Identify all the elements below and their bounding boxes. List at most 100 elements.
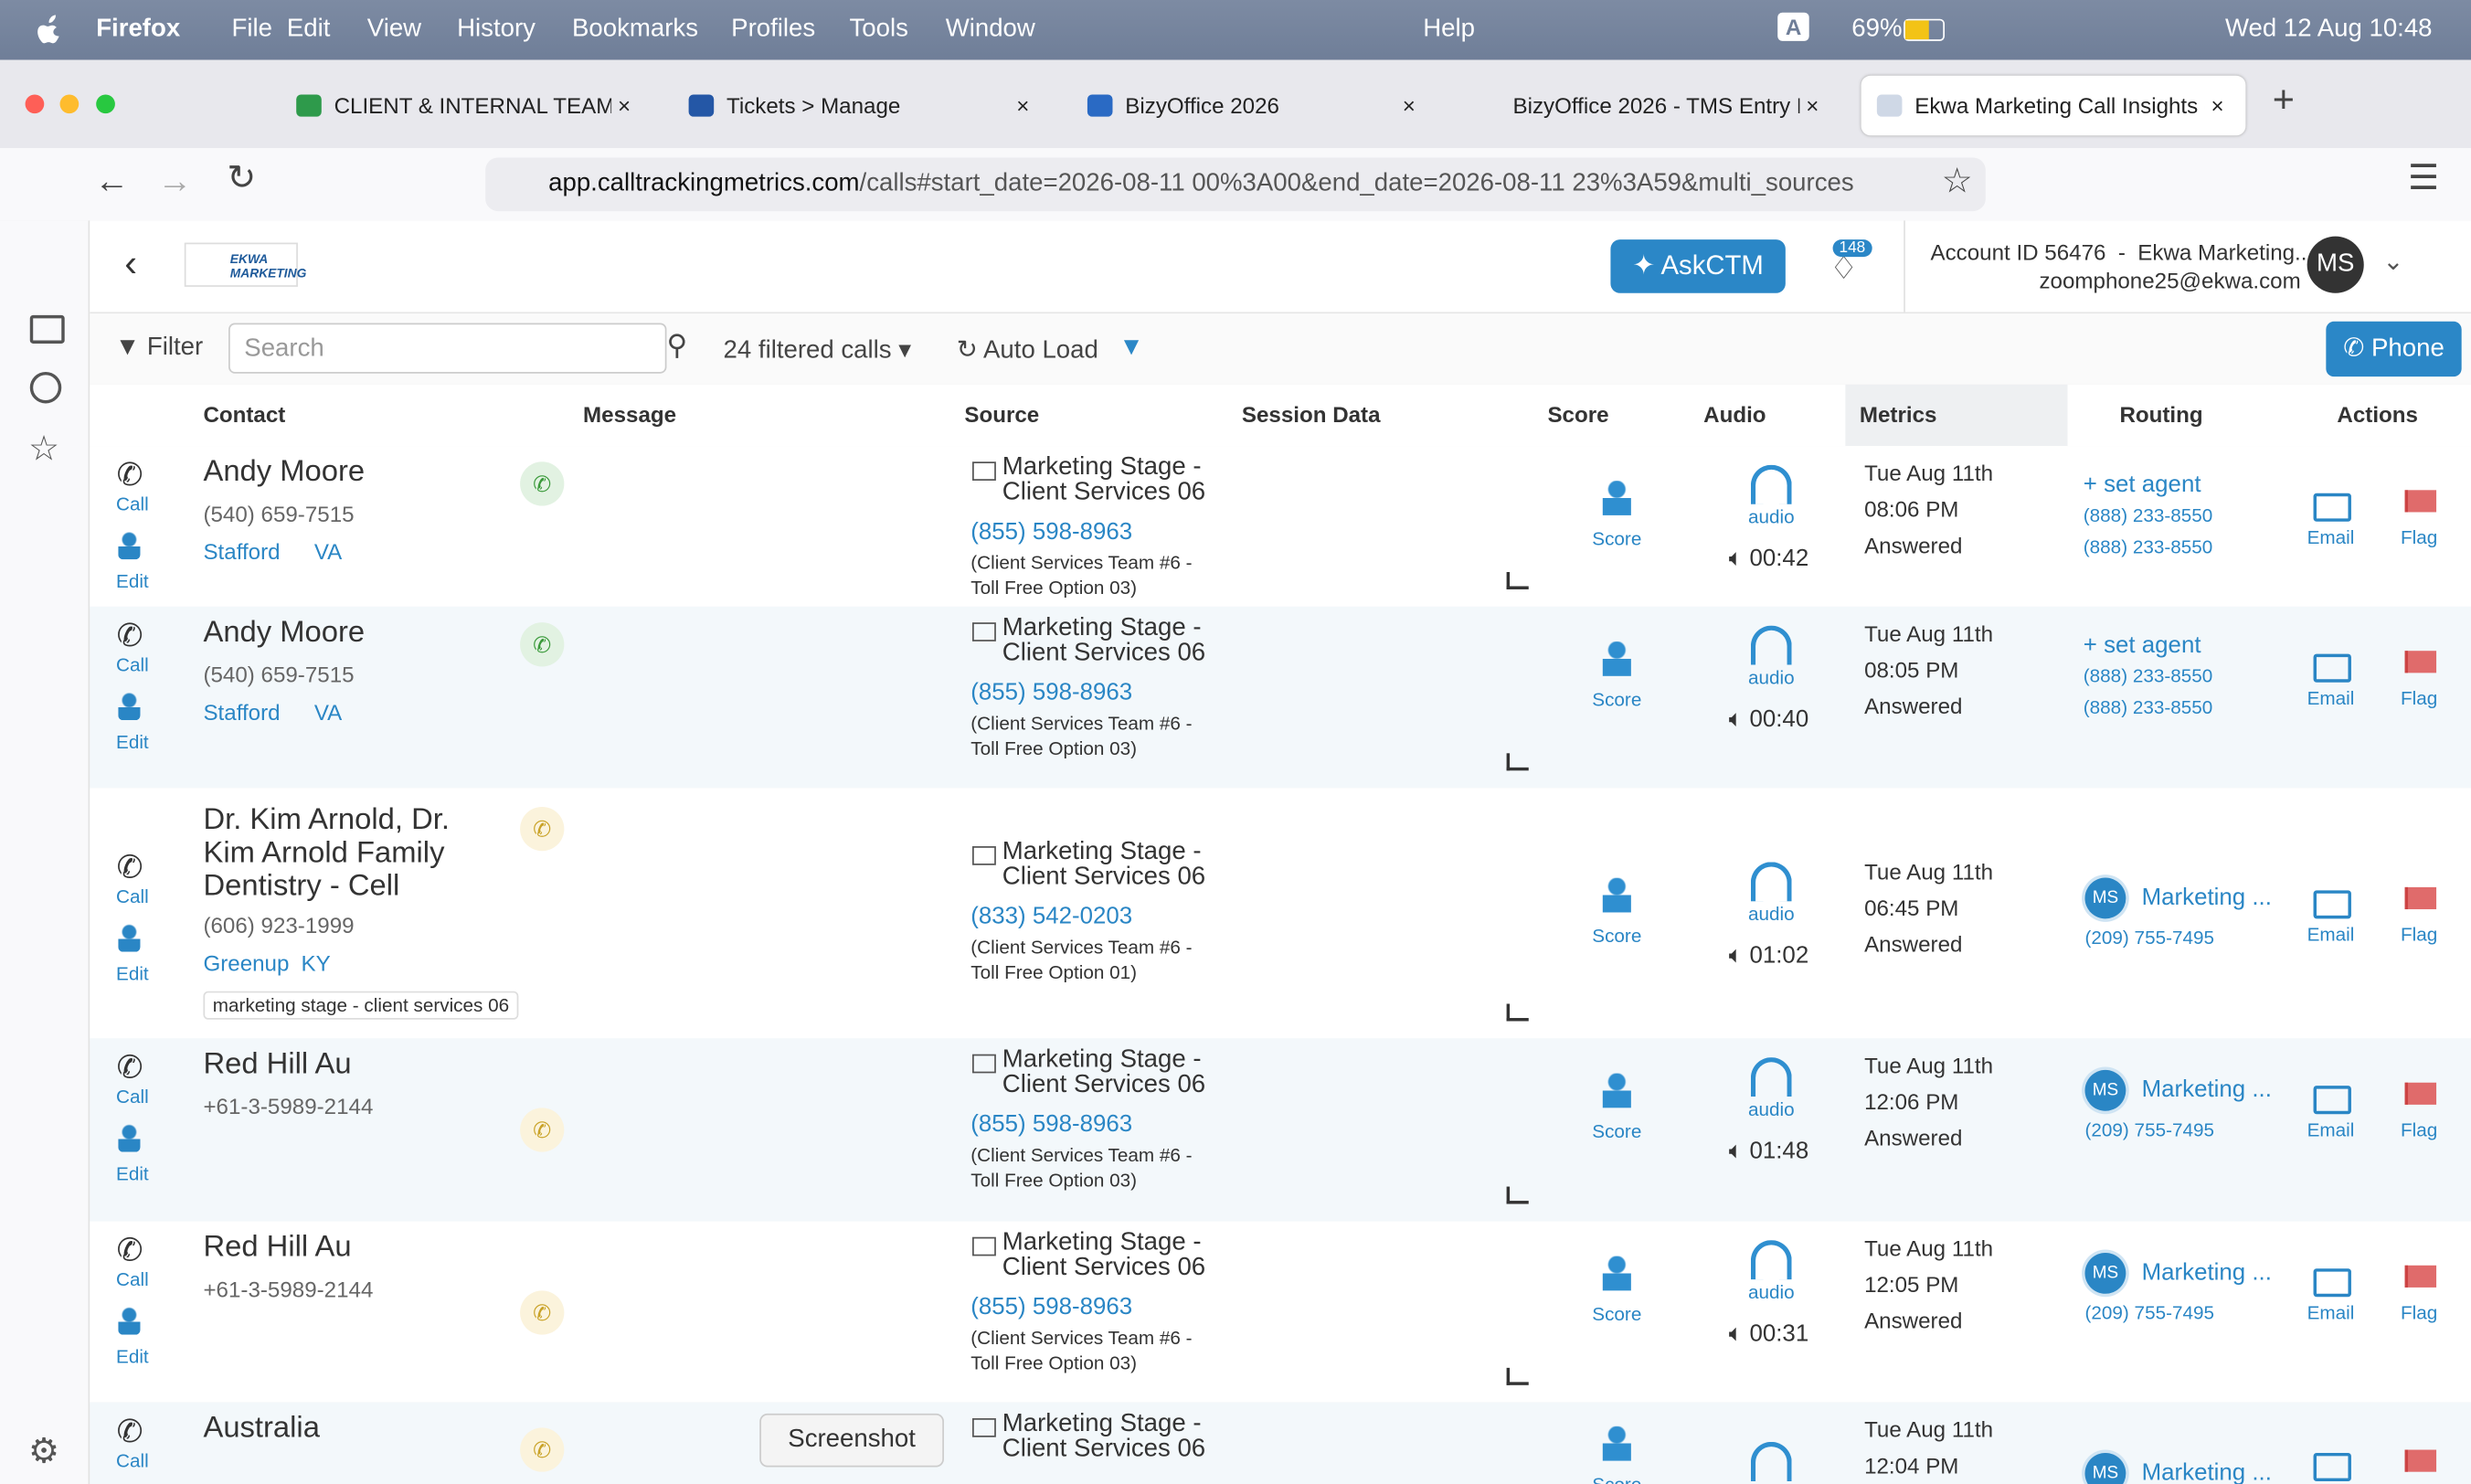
app-menu[interactable]: ☰: [2408, 157, 2440, 197]
bookmark-star[interactable]: ☆: [1941, 160, 1973, 201]
contact-city[interactable]: Greenup: [203, 949, 290, 976]
agent-avatar[interactable]: MS: [2084, 877, 2126, 919]
email-icon[interactable]: [2313, 1268, 2351, 1298]
menu-item[interactable]: Profiles: [731, 16, 816, 43]
search-icon[interactable]: ⚲: [666, 329, 688, 361]
session-chart[interactable]: [1506, 1003, 1529, 1022]
call-icon[interactable]: ✆: [116, 458, 143, 493]
tab[interactable]: BizyOffice 2026 ×: [1072, 76, 1437, 136]
routing-number[interactable]: (888) 233-8550: [2083, 696, 2213, 719]
menu-item[interactable]: File: [231, 16, 272, 43]
contact-state[interactable]: KY: [301, 949, 331, 976]
set-agent[interactable]: + set agent: [2083, 631, 2201, 659]
contact-name[interactable]: Red Hill Au: [203, 1230, 352, 1265]
tracking-number[interactable]: (833) 542-0203: [970, 903, 1133, 930]
audio-label[interactable]: audio: [1747, 903, 1795, 926]
contact-name[interactable]: Andy Moore: [203, 455, 366, 489]
source-name[interactable]: Marketing Stage - Client Services 06: [1002, 1046, 1206, 1098]
contact-name[interactable]: Dr. Kim Arnold, Dr. Kim Arnold Family De…: [203, 803, 450, 904]
flag-icon[interactable]: [2404, 651, 2437, 673]
source-name[interactable]: Marketing Stage - Client Services 06: [1002, 1410, 1206, 1463]
call-icon[interactable]: ✆: [116, 1415, 143, 1450]
audio-icon[interactable]: [1750, 862, 1792, 902]
flag-label[interactable]: Flag: [2400, 525, 2438, 549]
close-window[interactable]: [25, 94, 45, 114]
column-title[interactable]: Routing: [2119, 401, 2203, 428]
auto-load[interactable]: ↻ Auto Load: [956, 337, 1098, 365]
email-label[interactable]: Email: [2307, 1118, 2355, 1141]
audio-label[interactable]: audio: [1747, 666, 1795, 689]
edit-label[interactable]: Edit: [116, 570, 149, 593]
email-label[interactable]: Email: [2307, 923, 2355, 946]
score-icon[interactable]: [1602, 1426, 1631, 1461]
tracking-number[interactable]: (855) 598-8963: [970, 1110, 1133, 1139]
filter-button[interactable]: ▼ Filter: [114, 334, 204, 361]
agent-name[interactable]: Marketing ...: [2141, 884, 2272, 911]
call-icon[interactable]: ✆: [116, 851, 143, 886]
call-label[interactable]: Call: [116, 1268, 149, 1291]
tab[interactable]: Tickets > Manage ×: [673, 76, 1051, 136]
score-label[interactable]: Score: [1592, 527, 1642, 550]
agent-name[interactable]: Marketing ...: [2141, 1258, 2272, 1287]
back-arrow[interactable]: ‹: [124, 242, 138, 286]
score-label[interactable]: Score: [1592, 925, 1642, 948]
session-chart[interactable]: [1506, 1186, 1529, 1204]
menu-item[interactable]: History: [457, 16, 536, 43]
tab-close[interactable]: ×: [1402, 92, 1416, 119]
session-chart[interactable]: [1506, 1367, 1529, 1385]
source-name[interactable]: Marketing Stage - Client Services 06: [1002, 838, 1206, 891]
audio-icon[interactable]: [1750, 1240, 1792, 1280]
email-label[interactable]: Email: [2307, 686, 2355, 710]
source-name[interactable]: Marketing Stage - Client Services 06: [1002, 1229, 1206, 1282]
agent-avatar[interactable]: MS: [2084, 1069, 2126, 1111]
call-label[interactable]: Call: [116, 1086, 149, 1108]
menu-item[interactable]: Window: [945, 16, 1035, 43]
score-label[interactable]: Score: [1592, 1120, 1642, 1143]
edit-label[interactable]: Edit: [116, 1345, 149, 1368]
tab-close[interactable]: ×: [2211, 92, 2224, 119]
edit-icon[interactable]: [118, 1306, 141, 1335]
audio-label[interactable]: audio: [1747, 505, 1795, 528]
agent-number[interactable]: (209) 755-7495: [2084, 1118, 2215, 1141]
email-icon[interactable]: [2313, 890, 2351, 919]
contact-tag[interactable]: marketing stage - client services 06: [203, 991, 519, 1020]
tracking-number[interactable]: (855) 598-8963: [970, 679, 1133, 706]
audio-icon[interactable]: [1750, 464, 1792, 504]
flag-icon[interactable]: [2404, 1449, 2437, 1472]
phone-button[interactable]: ✆ Phone: [2326, 321, 2462, 377]
menu-item[interactable]: View: [366, 16, 422, 43]
score-label[interactable]: Score: [1592, 688, 1642, 711]
bell-icon[interactable]: ♢: [1829, 251, 1859, 287]
account-menu[interactable]: ⌄: [2382, 249, 2404, 276]
score-icon[interactable]: [1602, 641, 1631, 676]
audio-icon[interactable]: [1750, 625, 1792, 665]
email-label[interactable]: Email: [2307, 525, 2355, 549]
search-box[interactable]: Search: [228, 323, 667, 374]
agent-name[interactable]: Marketing ...: [2141, 1458, 2272, 1484]
history-icon[interactable]: [29, 371, 62, 404]
column-title[interactable]: Message: [583, 401, 677, 428]
agent-avatar[interactable]: MS: [2084, 1452, 2126, 1484]
call-label[interactable]: Call: [116, 493, 149, 515]
email-label[interactable]: Email: [2307, 1301, 2355, 1324]
audio-icon[interactable]: [1750, 1441, 1792, 1482]
column-title[interactable]: Contact: [203, 401, 286, 428]
edit-icon[interactable]: [118, 531, 141, 560]
routing-number[interactable]: (888) 233-8550: [2083, 664, 2213, 687]
flag-label[interactable]: Flag: [2400, 923, 2438, 946]
tab-close[interactable]: ×: [1806, 92, 1819, 119]
tab[interactable]: BizyOffice 2026 - TMS Entry Form×: [1459, 76, 1840, 136]
edit-icon[interactable]: [118, 1123, 141, 1152]
minimize-window[interactable]: [59, 94, 80, 114]
flag-icon[interactable]: [2404, 1082, 2437, 1105]
flag-label[interactable]: Flag: [2400, 1301, 2438, 1324]
contact-city[interactable]: Stafford: [203, 538, 281, 565]
input-source[interactable]: A: [1777, 12, 1809, 41]
contact-city[interactable]: Stafford: [203, 699, 281, 726]
column-title[interactable]: Score: [1547, 401, 1609, 428]
call-icon[interactable]: ✆: [116, 1051, 143, 1086]
session-chart[interactable]: [1506, 753, 1529, 771]
contact-state[interactable]: VA: [313, 538, 343, 565]
call-label[interactable]: Call: [116, 653, 149, 676]
contact-name[interactable]: Red Hill Au: [203, 1047, 352, 1082]
